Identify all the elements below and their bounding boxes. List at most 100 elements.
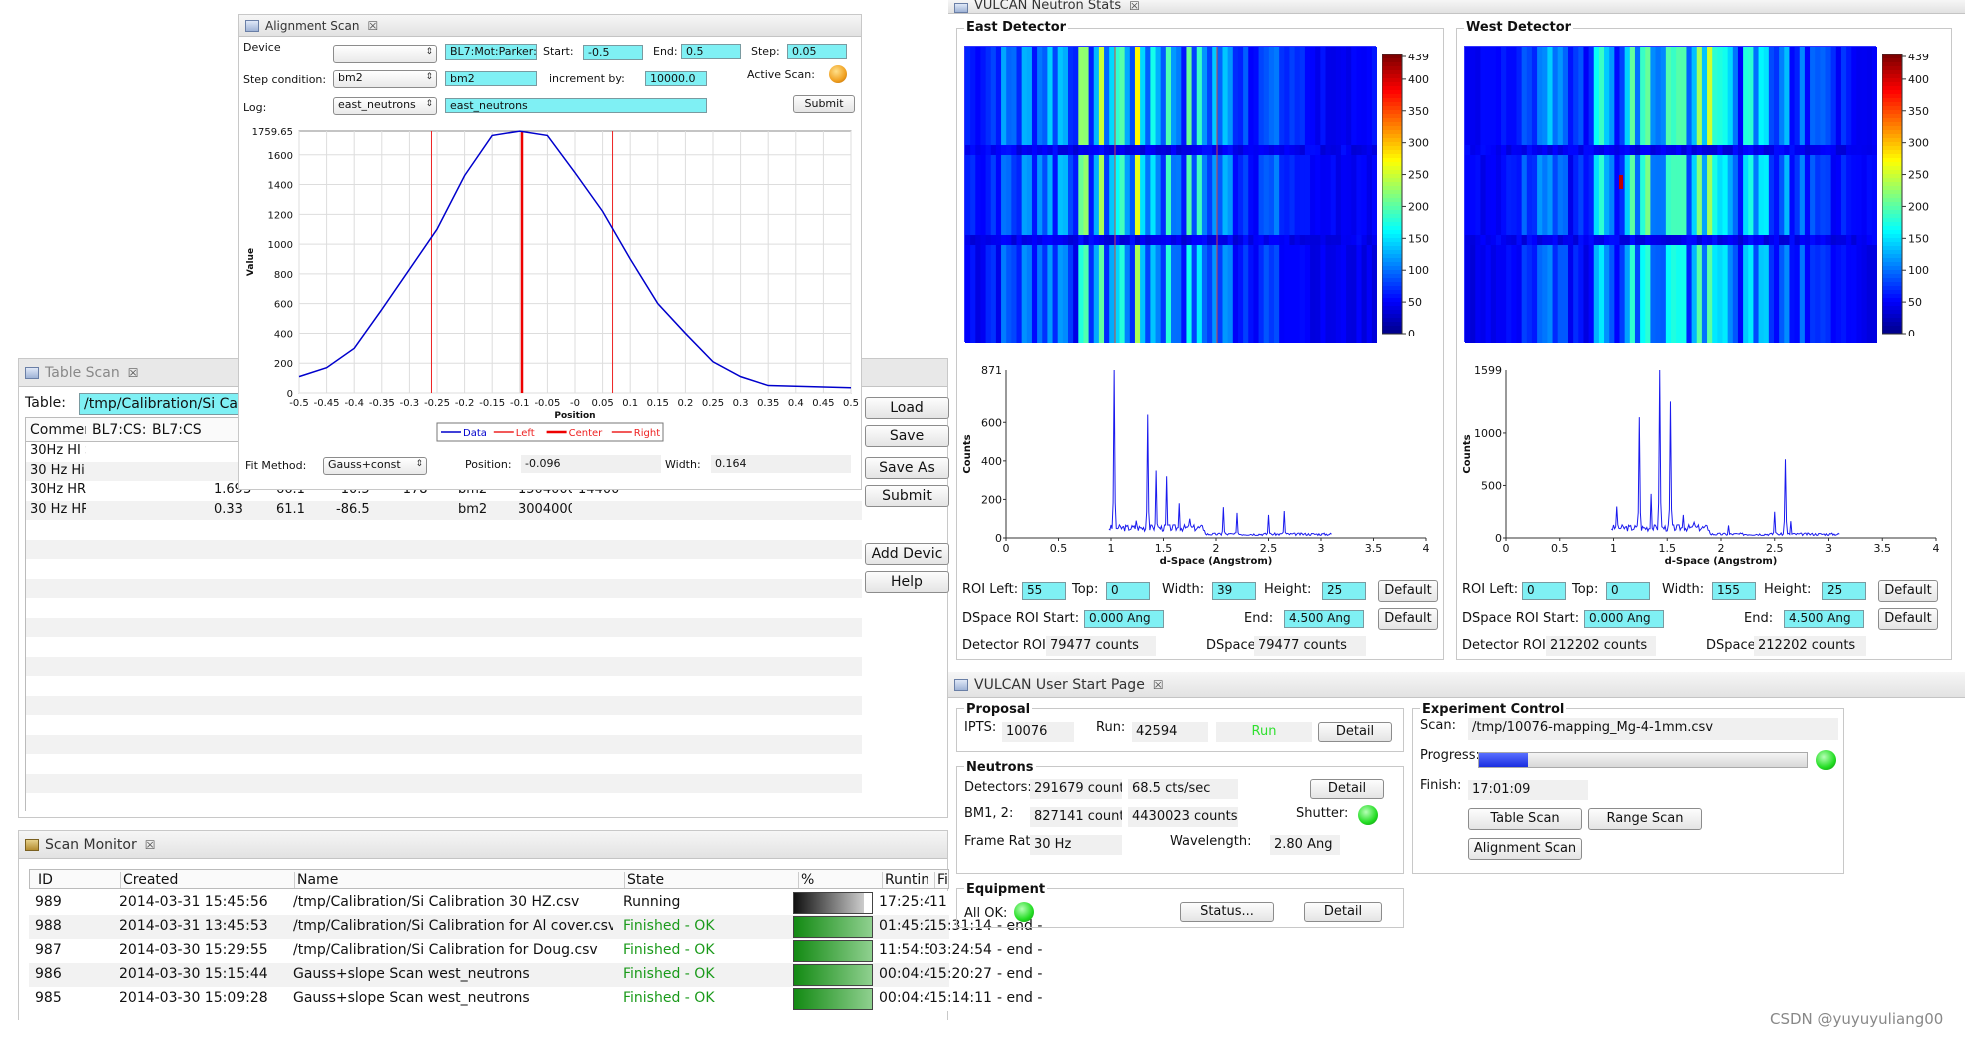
tab-alignment-scan[interactable]: Alignment Scan ☒ bbox=[239, 15, 861, 37]
west-heatmap[interactable] bbox=[1464, 46, 1878, 343]
table-row[interactable] bbox=[26, 578, 862, 598]
table-cell[interactable]: -86.5 bbox=[336, 501, 370, 517]
dspace-start-field[interactable]: 0.000 Ang bbox=[1584, 610, 1664, 628]
table-row[interactable] bbox=[26, 598, 862, 618]
table-cell[interactable]: 30Hz HRS bbox=[30, 482, 86, 497]
column-header[interactable]: BL7:CS bbox=[152, 422, 202, 438]
roi-left-field[interactable]: 0 bbox=[1522, 582, 1566, 600]
tab-user-start[interactable]: VULCAN User Start Page ☒ bbox=[948, 672, 1965, 698]
table-row[interactable] bbox=[26, 715, 862, 735]
help-button[interactable]: Help bbox=[865, 571, 949, 593]
heatmap-cell bbox=[1753, 245, 1760, 343]
table-row[interactable] bbox=[26, 676, 862, 696]
column-header[interactable]: BL7:CS:IF bbox=[92, 422, 146, 438]
column-header[interactable]: Name bbox=[294, 872, 618, 888]
fit-method-select[interactable]: Gauss+const ⇕ bbox=[323, 457, 427, 475]
load-button[interactable]: Load bbox=[865, 397, 949, 419]
table-cell[interactable]: 30 Hz HR bbox=[30, 501, 86, 517]
close-icon[interactable]: ☒ bbox=[127, 365, 139, 380]
heatmap-cell bbox=[1830, 47, 1837, 145]
close-icon[interactable]: ☒ bbox=[144, 837, 156, 852]
increment-field[interactable]: 10000.0 bbox=[645, 71, 707, 86]
dspace-default-button[interactable]: Default bbox=[1878, 608, 1938, 630]
neutrons-detail-button[interactable]: Detail bbox=[1310, 779, 1384, 799]
table-row[interactable] bbox=[26, 656, 862, 676]
scan-monitor-table[interactable]: ID Created Name State% Runtime Fi 989 2014-03-3… bbox=[29, 869, 1042, 1019]
step-condition-select[interactable]: bm2 ⇕ bbox=[333, 70, 437, 88]
table-cell[interactable]: 61.1 bbox=[276, 501, 305, 517]
table-path-field[interactable]: /tmp/Calibration/Si Ca bbox=[79, 393, 239, 415]
monitor-row[interactable]: 988 2014-03-31 13:45:53/tmp/Calibration/S… bbox=[29, 915, 1042, 939]
column-header[interactable]: ID bbox=[38, 872, 53, 888]
roi-width-field[interactable]: 155 bbox=[1712, 582, 1756, 600]
roi-height-field[interactable]: 25 bbox=[1822, 582, 1866, 600]
alignment-plot[interactable]: -0.5 -0.45 -0.4 -0.35 -0.3 -0.25 -0.2 -0.15 -0.1… bbox=[239, 121, 863, 451]
device-select[interactable]: ⇕ bbox=[333, 45, 437, 63]
dspace-default-button[interactable]: Default bbox=[1378, 608, 1438, 630]
table-row[interactable] bbox=[26, 559, 862, 579]
range-scan-button[interactable]: Range Scan bbox=[1588, 808, 1702, 830]
motor-field[interactable]: BL7:Mot:Parker: bbox=[445, 44, 537, 60]
monitor-row[interactable]: 986 2014-03-30 15:15:44 Gauss+slope Scan w… bbox=[29, 963, 1042, 987]
column-header[interactable]: Runtime bbox=[882, 872, 928, 888]
save-button[interactable]: Save bbox=[865, 425, 949, 447]
monitor-row[interactable]: 987 2014-03-30 15:29:55/tmp/Calibration/S… bbox=[29, 939, 1042, 963]
tab-neutron-stats[interactable]: VULCAN Neutron Stats ☒ bbox=[948, 0, 1965, 14]
roi-top-field[interactable]: 0 bbox=[1606, 582, 1650, 600]
colorbar-step bbox=[1882, 238, 1902, 243]
roi-left-field[interactable]: 55 bbox=[1022, 582, 1066, 600]
table-cell[interactable]: bm2 bbox=[458, 501, 488, 517]
table-row[interactable] bbox=[26, 520, 862, 540]
table-row[interactable] bbox=[26, 734, 862, 754]
table-cell[interactable]: 30 Hz Hi V bbox=[30, 462, 86, 478]
roi-width-field[interactable]: 39 bbox=[1212, 582, 1256, 600]
dspace-end-field[interactable]: 4.500 Ang bbox=[1284, 610, 1364, 628]
status-button[interactable]: Status... bbox=[1180, 902, 1274, 922]
log-field[interactable]: east_neutrons bbox=[445, 98, 707, 113]
column-header[interactable]: Comment bbox=[30, 422, 86, 438]
column-header[interactable]: % bbox=[798, 872, 876, 888]
roi-top-field[interactable]: 0 bbox=[1106, 582, 1150, 600]
end-field[interactable]: 0.5 bbox=[681, 44, 741, 59]
table-cell[interactable]: 30040000 bbox=[518, 501, 572, 517]
roi-height-field[interactable]: 25 bbox=[1322, 582, 1366, 600]
west-spectrum-plot[interactable]: 1599 1000 500 00 0.5 1 1.5 2 2.5 3 3.5 4 d-Space (An… bbox=[1458, 360, 1948, 572]
table-row[interactable]: 30 Hz HR 0.33 61.1 -86.5 bm2 30040000 bbox=[26, 500, 862, 520]
close-icon[interactable]: ☒ bbox=[1152, 677, 1164, 692]
table-row[interactable] bbox=[26, 539, 862, 559]
table-scan-button[interactable]: Table Scan bbox=[1468, 808, 1582, 830]
proposal-detail-button[interactable]: Detail bbox=[1318, 722, 1392, 742]
start-field[interactable]: -0.5 bbox=[583, 45, 643, 60]
dspace-start-field[interactable]: 0.000 Ang bbox=[1084, 610, 1164, 628]
east-heatmap[interactable] bbox=[964, 46, 1378, 343]
dspace-end-field[interactable]: 4.500 Ang bbox=[1784, 610, 1864, 628]
column-header[interactable]: Created bbox=[120, 872, 288, 888]
table-cell[interactable]: 30Hz HI Si bbox=[30, 443, 86, 458]
roi-default-button[interactable]: Default bbox=[1378, 580, 1438, 602]
step-condition-field[interactable]: bm2 bbox=[445, 71, 537, 86]
log-select[interactable]: east_neutrons ⇕ bbox=[333, 97, 437, 115]
table-row[interactable] bbox=[26, 637, 862, 657]
tab-scan-monitor[interactable]: Scan Monitor ☒ bbox=[19, 831, 947, 859]
submit-button[interactable]: Submit bbox=[865, 485, 949, 507]
roi-default-button[interactable]: Default bbox=[1878, 580, 1938, 602]
alignment-scan-button[interactable]: Alignment Scan bbox=[1468, 838, 1582, 860]
table-row[interactable] bbox=[26, 617, 862, 637]
table-row[interactable] bbox=[26, 793, 862, 813]
east-spectrum-plot[interactable]: 871 600 400 200 00 0.5 1 1.5 2 2.5 3 3.5 4 d-Space (A… bbox=[958, 360, 1438, 572]
submit-button[interactable]: Submit bbox=[793, 95, 855, 113]
save-as-button[interactable]: Save As bbox=[865, 457, 949, 479]
equipment-detail-button[interactable]: Detail bbox=[1304, 902, 1382, 922]
close-icon[interactable]: ☒ bbox=[1129, 0, 1140, 13]
column-header[interactable]: Fi bbox=[934, 872, 950, 888]
monitor-row[interactable]: 989 2014-03-31 15:45:56/tmp/Calibration/S… bbox=[29, 891, 949, 915]
table-row[interactable] bbox=[26, 695, 862, 715]
table-cell[interactable]: 0.33 bbox=[214, 501, 243, 517]
monitor-row[interactable]: 985 2014-03-30 15:09:28 Gauss+slope Scan w… bbox=[29, 987, 1042, 1011]
table-row[interactable] bbox=[26, 754, 862, 774]
step-field[interactable]: 0.05 bbox=[787, 44, 847, 59]
table-row[interactable] bbox=[26, 773, 862, 793]
close-icon[interactable]: ☒ bbox=[367, 18, 379, 33]
column-header[interactable]: State bbox=[624, 872, 792, 888]
add-device-button[interactable]: Add Devic bbox=[865, 543, 949, 565]
